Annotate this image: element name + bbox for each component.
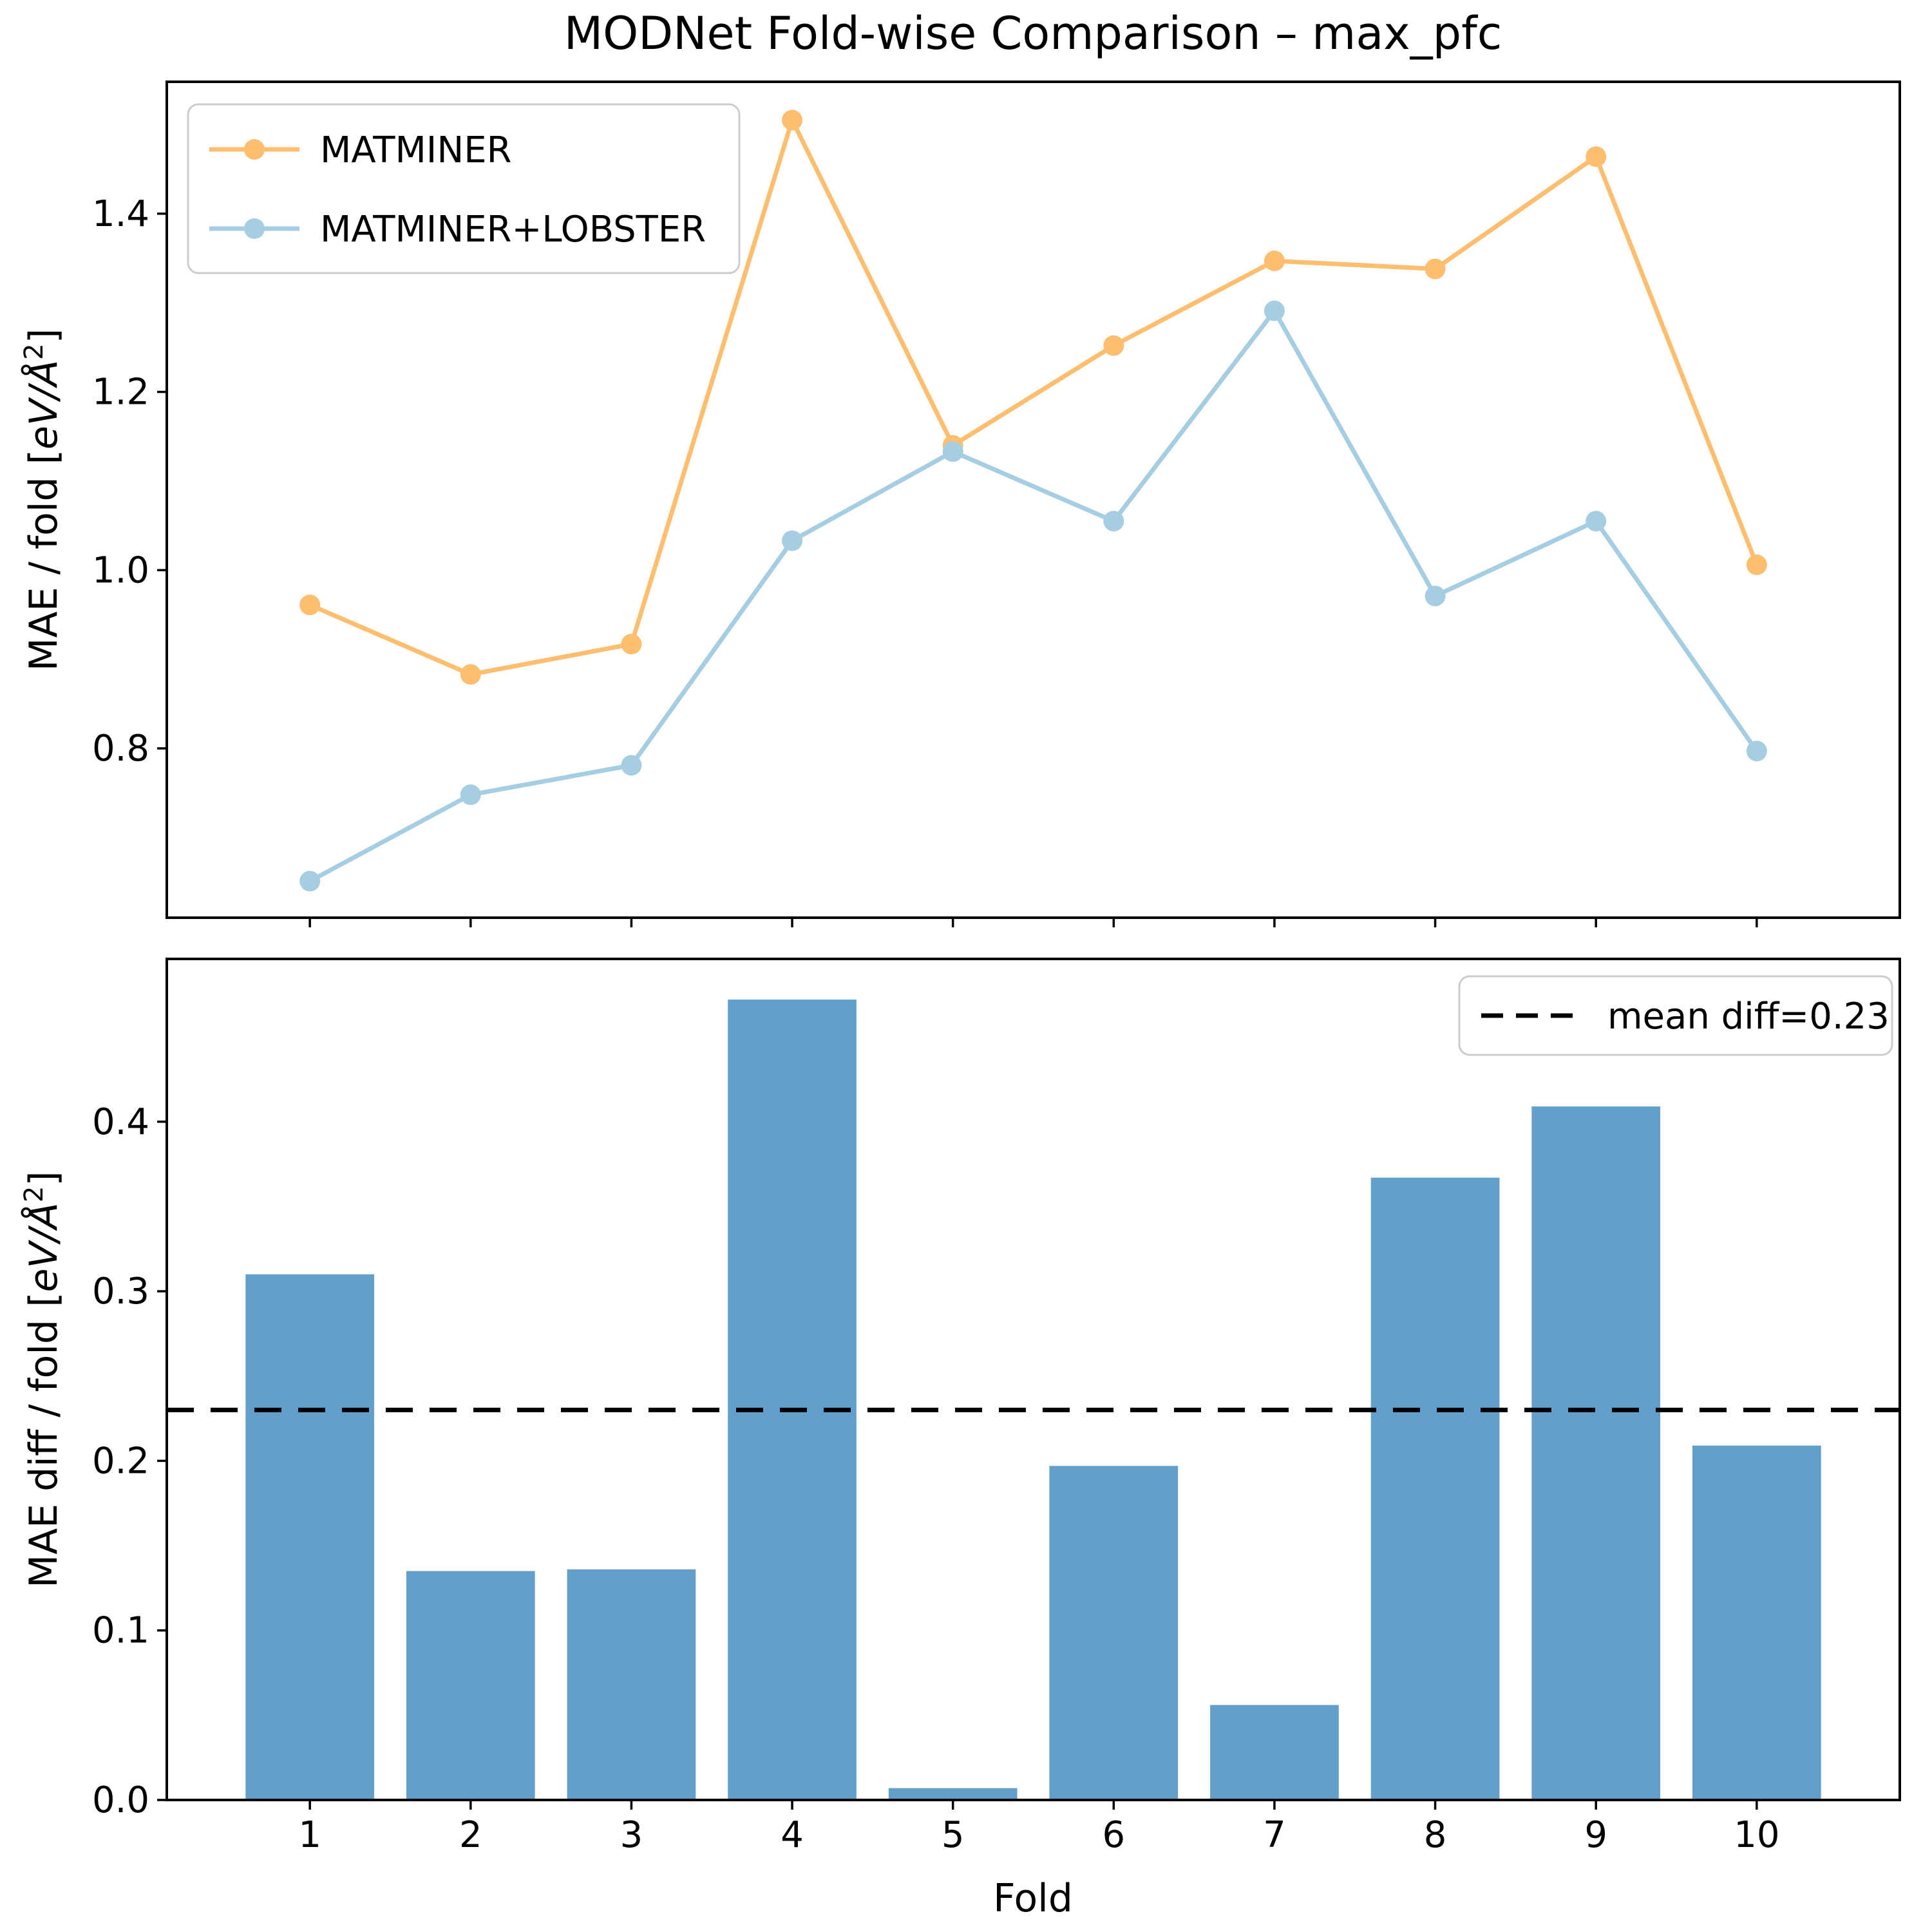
ytick-label-bottom: 0.3	[92, 1271, 149, 1312]
data-point-matminer-lobster-fold-10	[1746, 741, 1767, 762]
ytick-label-top: 0.8	[92, 728, 149, 770]
legend-sample-marker-matminer-icon	[244, 139, 265, 160]
data-point-matminer-fold-1	[299, 594, 321, 616]
bar-fold-4	[728, 999, 857, 1800]
data-point-matminer-fold-7	[1264, 251, 1285, 272]
ytick-label-top: 1.2	[92, 372, 149, 413]
legend-sample-marker-matminer-lobster-icon	[244, 218, 265, 239]
xtick-label-fold-5: 5	[942, 1814, 965, 1856]
xtick-label-fold-6: 6	[1102, 1814, 1125, 1856]
legend-bottom-frame	[1458, 975, 1893, 1056]
ytick-label-top: 1.4	[92, 193, 149, 235]
legend-label-matminer: MATMINER	[320, 129, 512, 171]
data-point-matminer-lobster-fold-3	[621, 755, 642, 776]
ytick-label-bottom: 0.1	[92, 1610, 149, 1652]
xtick-label-fold-9: 9	[1584, 1814, 1607, 1856]
data-point-matminer-fold-2	[460, 664, 481, 685]
data-point-matminer-fold-8	[1425, 258, 1446, 279]
axes-top-frame	[166, 80, 1901, 919]
legend-bottom: mean diff=0.23	[1458, 975, 1893, 1056]
legend-label-mean-diff: mean diff=0.23	[1607, 996, 1889, 1037]
axes-bottom-bar-chart: 0.0 0.1 0.2 0.3 0.4 1 2 3 4 5 6 7 8 9 10	[92, 958, 1901, 1856]
legend-top: MATMINER MATMINER+LOBSTER	[187, 103, 741, 274]
xtick-label-fold-2: 2	[459, 1814, 482, 1856]
bar-fold-5	[888, 1788, 1018, 1800]
ylabel-bottom: MAE diff / fold [eV/Å2]	[19, 1171, 66, 1587]
ytick-label-bottom: 0.4	[92, 1101, 149, 1143]
line-series-matminer-lobster	[308, 307, 1759, 884]
bar-fold-8	[1370, 1177, 1500, 1800]
data-point-matminer-lobster-fold-1	[299, 871, 321, 892]
data-point-matminer-lobster-fold-6	[1103, 511, 1124, 532]
data-point-matminer-fold-9	[1586, 146, 1607, 167]
axes-bottom-frame	[166, 958, 1901, 1801]
legend-top-frame	[187, 103, 741, 274]
data-point-matminer-lobster-fold-9	[1586, 511, 1607, 532]
legend-label-matminer-lobster: MATMINER+LOBSTER	[320, 209, 706, 251]
ytick-label-top: 1.0	[92, 549, 149, 591]
line-series-matminer	[308, 114, 1759, 677]
bar-fold-6	[1049, 1466, 1179, 1800]
data-point-matminer-lobster-fold-4	[782, 530, 803, 551]
data-point-matminer-lobster-fold-7	[1264, 300, 1285, 321]
xtick-label-fold-1: 1	[298, 1814, 321, 1856]
bar-fold-1	[245, 1274, 375, 1800]
xtick-label-fold-3: 3	[620, 1814, 643, 1856]
ytick-label-bottom: 0.2	[92, 1440, 149, 1482]
ytick-label-bottom: 0.0	[92, 1779, 149, 1821]
xtick-label-fold-7: 7	[1263, 1814, 1286, 1856]
data-point-matminer-fold-4	[782, 109, 803, 131]
data-point-matminer-lobster-fold-8	[1425, 585, 1446, 607]
xtick-label-fold-10: 10	[1734, 1814, 1779, 1856]
data-point-matminer-lobster-fold-5	[942, 441, 963, 462]
bar-fold-9	[1531, 1106, 1661, 1800]
bar-fold-3	[567, 1569, 696, 1800]
data-point-matminer-fold-6	[1103, 335, 1124, 356]
xtick-label-fold-4: 4	[781, 1814, 804, 1856]
data-point-matminer-fold-10	[1746, 554, 1767, 576]
data-point-matminer-fold-3	[621, 634, 642, 655]
data-point-matminer-lobster-fold-2	[460, 784, 481, 806]
xtick-label-fold-8: 8	[1424, 1814, 1447, 1856]
bar-fold-10	[1692, 1445, 1821, 1800]
axes-top-line-chart: 0.8 1.0 1.2 1.4	[92, 80, 1901, 927]
chart-title: MODNet Fold-wise Comparison – max_pfc	[564, 7, 1502, 60]
bar-fold-2	[406, 1571, 535, 1800]
ylabel-top: MAE / fold [eV/Å2]	[19, 328, 66, 671]
xlabel-fold: Fold	[993, 1876, 1073, 1921]
bar-fold-7	[1210, 1705, 1339, 1800]
